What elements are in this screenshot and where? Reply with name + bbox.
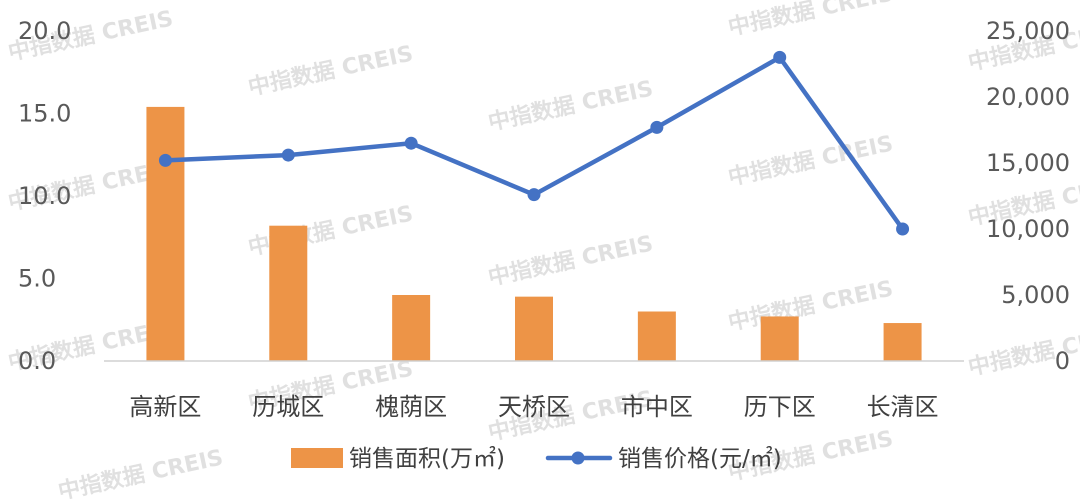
right-axis-ticks: 0 5,000 10,000 15,000 20,000 25,000 [986,17,1070,375]
price-point-市中区 [650,120,664,134]
price-point-天桥区 [527,188,541,202]
left-tick-label: 0.0 [18,347,56,375]
left-tick-label: 10.0 [18,182,71,210]
watermark-text: 中指数据 CREIS [486,231,656,291]
right-tick-label: 5,000 [1001,281,1070,309]
legend-bar-swatch [291,448,343,468]
left-tick-label: 15.0 [18,100,71,128]
watermark-text: 中指数据 CREIS [246,41,416,101]
right-tick-label: 20,000 [986,83,1070,111]
category-label: 槐荫区 [375,393,447,421]
bar-series [146,106,922,362]
watermark-text: 中指数据 CREIS [726,276,896,336]
category-label: 长清区 [867,393,939,421]
price-point-长清区 [896,222,910,236]
price-point-槐荫区 [404,136,418,150]
watermark-text: 中指数据 CREIS [56,445,226,499]
price-point-历城区 [281,148,295,162]
category-label: 高新区 [129,393,201,421]
category-labels: 高新区 历城区 槐荫区 天桥区 市中区 历下区 长清区 [129,393,938,421]
left-tick-label: 20.0 [18,17,71,45]
legend-line-label: 销售价格(元/㎡) [618,446,782,472]
legend-line-marker [571,451,585,465]
price-point-高新区 [158,153,172,167]
right-tick-label: 0 [1055,347,1070,375]
price-point-历下区 [773,50,787,64]
bar-历下区 [760,316,799,361]
line-series [158,50,910,236]
left-tick-label: 5.0 [18,265,56,293]
category-label: 历下区 [744,393,816,421]
right-tick-label: 15,000 [986,149,1070,177]
bar-高新区 [146,106,185,362]
left-axis-ticks: 0.0 5.0 10.0 15.0 20.0 [18,17,71,375]
legend: 销售面积(万㎡) 销售价格(元/㎡) [291,446,782,472]
right-tick-label: 25,000 [986,17,1070,45]
bar-槐荫区 [392,295,431,361]
category-label: 天桥区 [498,393,570,421]
legend-bar-label: 销售面积(万㎡) [349,446,505,472]
category-label: 历城区 [252,393,324,421]
right-tick-label: 10,000 [986,215,1070,243]
bar-市中区 [637,311,676,361]
watermark-text: 中指数据 CREIS [726,0,896,41]
bar-天桥区 [515,296,553,361]
category-label: 市中区 [621,393,693,421]
bar-长清区 [883,323,922,361]
bar-历城区 [269,225,308,361]
watermark-text: 中指数据 CREIS [486,76,656,136]
